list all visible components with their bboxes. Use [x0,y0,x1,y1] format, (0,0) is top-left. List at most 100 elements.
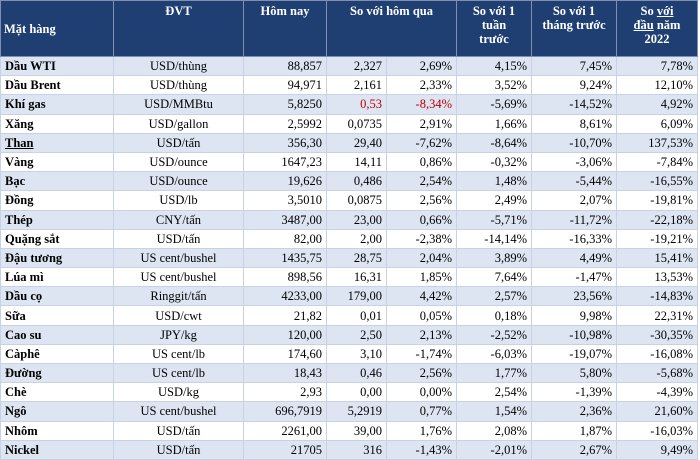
cell-change-vs-week: -8,64% [456,132,532,153]
table-row: Nhôm USD/tấn 2261,00 39,00 1,76% 2,08% 1,87% -1… [0,420,698,441]
cell-commodity-name: Lúa mì [0,267,114,288]
table-header: Mặt hàng ĐVT Hôm nay So với hôm qua So v… [0,0,698,57]
cell-change-pct-vs-yesterday: 0,05% [386,305,457,326]
cell-change-vs-yesterday: 316 [326,439,387,460]
cell-change-vs-yesterday: 2,00 [326,228,387,249]
header-vs-year-suffix: năm 2022 [644,18,681,46]
cell-change-pct-vs-yesterday: -2,38% [386,228,457,249]
cell-change-vs-month: 2,67% [531,439,617,460]
cell-change-vs-week: 1,66% [456,113,532,134]
cell-change-vs-month: -10,70% [531,132,617,153]
cell-unit: USD/thùng [113,75,244,96]
cell-change-vs-week: -2,01% [456,439,532,460]
cell-unit: USD/tấn [113,228,244,249]
cell-price-today: 82,00 [243,228,327,249]
cell-change-vs-yesterday: 0,46 [326,362,387,384]
cell-commodity-name: Xăng [0,113,114,134]
cell-change-vs-year-start: 15,41% [616,247,698,269]
cell-change-vs-month: 2,36% [531,401,617,422]
cell-change-pct-vs-yesterday: 4,42% [386,286,457,307]
cell-change-vs-year-start: 21,60% [616,401,698,422]
cell-change-vs-year-start: -19,81% [616,190,698,211]
cell-price-today: 174,60 [243,343,327,365]
cell-change-pct-vs-yesterday: 2,13% [386,324,457,345]
cell-change-vs-week: 4,15% [456,55,532,77]
cell-change-vs-week: -14,14% [456,228,532,249]
cell-change-vs-yesterday: 2,327 [326,55,387,77]
cell-change-vs-week: 2,49% [456,190,532,211]
cell-change-vs-month: -11,72% [531,209,617,230]
cell-change-vs-year-start: 7,78% [616,55,698,77]
cell-change-vs-year-start: -16,55% [616,171,698,192]
cell-change-vs-year-start: -4,39% [616,382,698,403]
cell-change-pct-vs-yesterday: 2,56% [386,190,457,211]
cell-change-pct-vs-yesterday: 1,76% [386,420,457,441]
cell-commodity-name: Sữa [0,305,114,326]
cell-commodity-name: Nhôm [0,420,114,441]
cell-commodity-name: Dầu WTI [0,55,114,77]
cell-commodity-name: Vàng [0,151,114,173]
cell-change-vs-yesterday: 16,31 [326,267,387,288]
cell-unit: US cent/bushel [113,267,244,288]
cell-price-today: 21705 [243,439,327,460]
cell-change-pct-vs-yesterday: 0,00% [386,382,457,403]
cell-unit: CNY/tấn [113,209,244,230]
cell-change-vs-year-start: 13,53% [616,267,698,288]
cell-price-today: 356,30 [243,132,327,153]
cell-price-today: 2,5992 [243,113,327,134]
cell-unit: JPY/kg [113,324,244,345]
cell-change-pct-vs-yesterday: 2,04% [386,247,457,269]
cell-change-pct-vs-yesterday: -1,74% [386,343,457,365]
cell-change-vs-month: 1,87% [531,420,617,441]
cell-price-today: 2261,00 [243,420,327,441]
cell-change-vs-yesterday: 179,00 [326,286,387,307]
cell-change-vs-year-start: -5,68% [616,362,698,384]
table-row: Sữa USD/cwt 21,82 0,01 0,05% 0,18% 9,98% 22,31% [0,305,698,326]
cell-change-vs-year-start: 6,09% [616,113,698,134]
cell-price-today: 1647,23 [243,151,327,173]
table-row: Nickel USD/tấn 21705 316 -1,43% -2,01% 2,67% 9,… [0,439,698,460]
cell-change-vs-week: 2,54% [456,382,532,403]
cell-price-today: 3,5010 [243,190,327,211]
cell-change-vs-year-start: -22,18% [616,209,698,230]
cell-change-vs-yesterday: 0,0735 [326,113,387,134]
cell-change-pct-vs-yesterday: 2,54% [386,171,457,192]
cell-change-vs-yesterday: 0,00 [326,382,387,403]
cell-unit: US cent/lb [113,343,244,365]
cell-unit: USD/tấn [113,439,244,460]
header-vs-year-underlined: với [656,4,674,18]
header-vs-week: So với 1 tuần trước [456,0,532,57]
cell-change-vs-year-start: 4,92% [616,94,698,115]
cell-unit: US cent/lb [113,362,244,384]
cell-change-vs-yesterday: 3,10 [326,343,387,365]
cell-unit: US cent/bushel [113,401,244,422]
cell-change-vs-week: 1,54% [456,401,532,422]
cell-change-vs-yesterday: 23,00 [326,209,387,230]
cell-change-vs-month: 7,45% [531,55,617,77]
cell-change-vs-week: 0,18% [456,305,532,326]
cell-commodity-name: Đồng [0,190,114,211]
cell-price-today: 94,971 [243,75,327,96]
header-row: Mặt hàng ĐVT Hôm nay So với hôm qua So v… [0,0,698,57]
cell-commodity-name: Dầu cọ [0,286,114,307]
table-row: Ngô US cent/bushel 696,7919 5,2919 0,77% 1,54… [0,401,698,422]
table-row: Quặng sắt USD/tấn 82,00 2,00 -2,38% -14,14% -1… [0,228,698,249]
cell-change-vs-month: -3,06% [531,151,617,173]
cell-price-today: 5,8250 [243,94,327,115]
cell-change-pct-vs-yesterday: 0,86% [386,151,457,173]
cell-price-today: 3487,00 [243,209,327,230]
cell-commodity-name: Đường [0,362,114,384]
cell-change-vs-week: -2,52% [456,324,532,345]
table-row: Đường US cent/lb 18,43 0,46 2,56% 1,77% 5,80% -… [0,362,698,384]
cell-unit: USD/gallon [113,113,244,134]
cell-unit: USD/ounce [113,171,244,192]
table-row: Dầu WTI USD/thùng 88,857 2,327 2,69% 4,15% 7,4… [0,55,698,77]
table-row: Dầu cọ Ringgit/tấn 4233,00 179,00 4,42% 2,57%… [0,286,698,307]
cell-commodity-name: Chè [0,382,114,403]
cell-change-vs-yesterday: 0,486 [326,171,387,192]
cell-commodity-name: Thép [0,209,114,230]
cell-change-pct-vs-yesterday: 0,66% [386,209,457,230]
cell-change-vs-month: -19,07% [531,343,617,365]
